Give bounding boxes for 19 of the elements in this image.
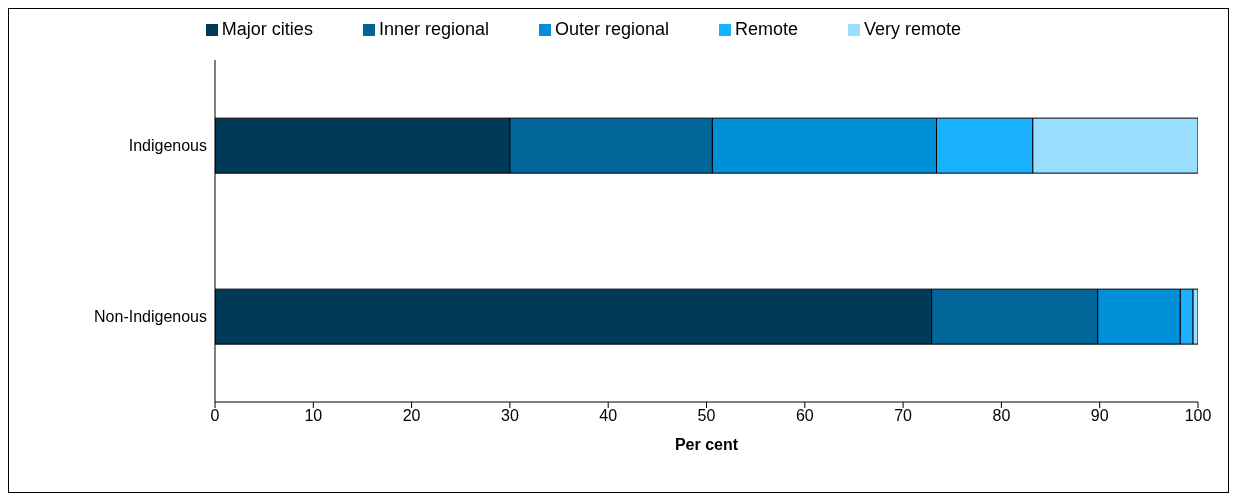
legend-label: Outer regional <box>554 19 670 39</box>
x-tick-label: 60 <box>795 407 814 425</box>
x-tick-label: 80 <box>992 407 1011 425</box>
x-tick-label: 100 <box>1184 407 1212 425</box>
x-tick-label: 20 <box>402 407 421 425</box>
legend-label: Remote <box>735 19 799 39</box>
x-tick-label: 50 <box>697 407 716 425</box>
legend-label: Inner regional <box>378 19 489 39</box>
x-tick-label: 40 <box>599 407 618 425</box>
x-tick-label: 90 <box>1090 407 1109 425</box>
x-tick-label: 30 <box>501 407 519 425</box>
x-tick-label: 10 <box>304 407 323 425</box>
y-tick-label: Non-Indigenous <box>94 308 207 326</box>
y-tick-label: Indigenous <box>128 137 207 155</box>
x-tick-label: 0 <box>210 407 220 425</box>
legend-label: Major cities <box>221 19 313 39</box>
x-tick-label: 70 <box>894 407 913 425</box>
legend-label: Very remote <box>864 19 962 39</box>
x-axis-title: Per cent <box>674 436 739 453</box>
